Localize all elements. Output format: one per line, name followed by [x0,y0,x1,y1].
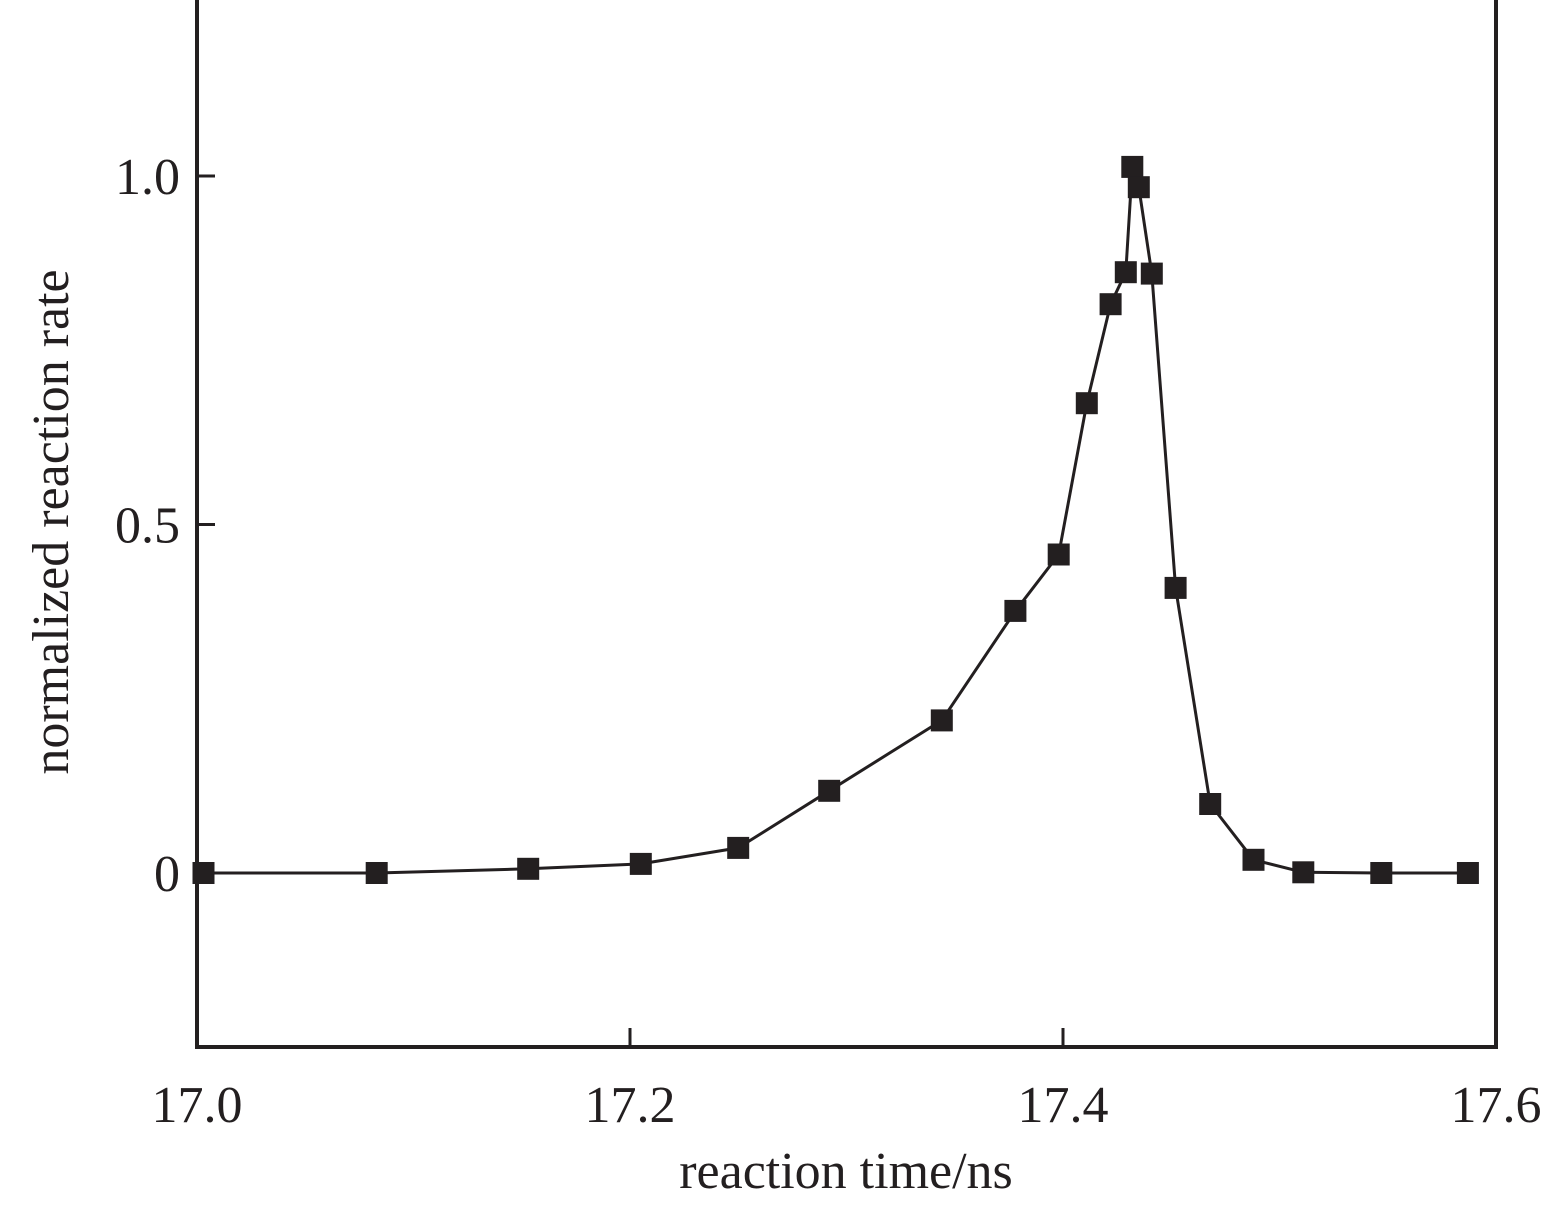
series-line-group [203,165,1468,875]
data-point-marker [1140,262,1163,285]
data-point-marker [1292,861,1315,884]
y-tick-label: 1.0 [115,149,180,206]
x-tick-label: 17.2 [585,1077,676,1134]
data-point-marker [1121,155,1144,178]
data-point-marker [818,779,841,802]
data-point-marker [629,852,652,875]
data-point-marker [1004,599,1027,622]
x-tick-label: 17.6 [1451,1077,1542,1134]
data-point-marker [1456,862,1479,884]
x-axis-title: reaction time/ns [679,1143,1013,1200]
data-point-marker [192,862,215,884]
data-point-marker [1370,862,1393,884]
plot-frame [195,0,1498,1049]
data-point-marker [1114,261,1137,284]
data-point-marker [930,709,953,732]
data-point-marker [1099,293,1122,316]
data-point-marker [517,857,540,880]
x-axis-ticks: 17.0 17.2 17.4 17.6 [152,1028,1542,1134]
y-axis-title: normalized reaction rate [23,269,80,774]
series-markers-group [192,155,1479,884]
y-axis-ticks: 0 0.5 1.0 [115,149,215,903]
series-line [203,165,1468,875]
y-tick-label: 0.5 [115,498,180,555]
data-point-marker [727,836,750,859]
y-tick-label: 0 [154,846,180,903]
data-point-marker [1127,176,1150,199]
data-point-marker [1242,848,1265,871]
x-tick-label: 17.4 [1018,1077,1109,1134]
data-point-marker [1164,576,1187,599]
data-point-marker [1075,392,1098,415]
data-point-marker [1047,543,1070,566]
x-tick-label: 17.0 [152,1077,243,1134]
data-point-marker [1199,793,1222,815]
data-point-marker [365,862,388,884]
